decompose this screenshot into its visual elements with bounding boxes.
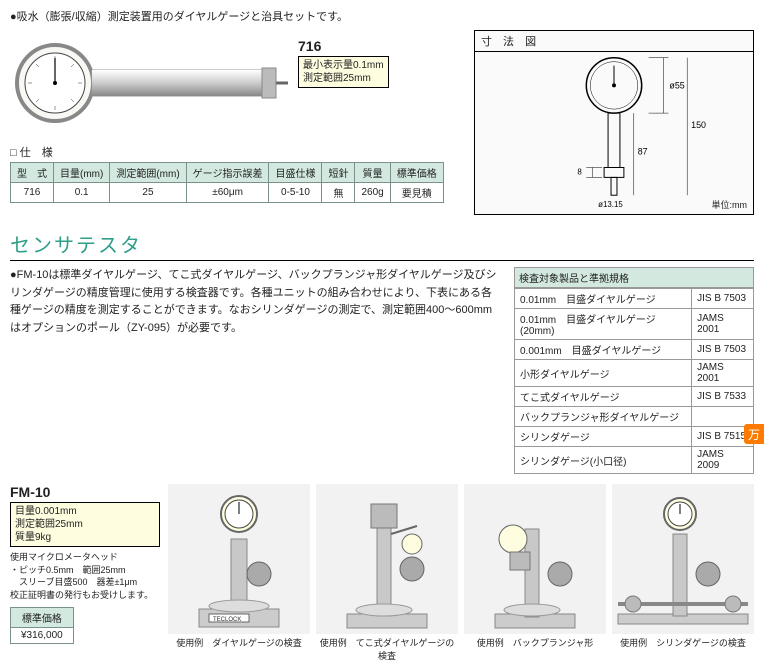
dimension-unit-label: 単位:mm bbox=[712, 198, 748, 211]
standards-cell: JAMS 2001 bbox=[692, 360, 754, 387]
standards-cell: JAMS 2001 bbox=[692, 309, 754, 340]
section2-text: ●FM-10は標準ダイヤルゲージ、てこ式ダイヤルゲージ、バックプランジャ形ダイヤ… bbox=[10, 267, 500, 474]
top-row: 716 最小表示量0.1mm 測定範囲25mm □ 仕 様 型 式 目量(mm)… bbox=[10, 30, 754, 215]
fm10-note-line: 使用マイクロメータヘッド bbox=[10, 551, 160, 564]
spec-td: 25 bbox=[110, 183, 186, 203]
usage-illustration: TECLOCK bbox=[168, 484, 310, 634]
standards-table: 0.01mm 目盛ダイヤルゲージJIS B 75030.01mm 目盛ダイヤルゲ… bbox=[514, 288, 754, 474]
fm10-row: FM-10 目量0.001mm 測定範囲25mm 質量9kg 使用マイクロメータ… bbox=[10, 484, 754, 662]
dim-dial-h: ø55 bbox=[669, 80, 684, 90]
usage-illustration bbox=[612, 484, 754, 634]
usage-illustration bbox=[316, 484, 458, 634]
spec-td: 要見積 bbox=[390, 183, 443, 203]
standards-row: バックプランジャ形ダイヤルゲージ bbox=[515, 407, 754, 427]
spec-th: 測定範囲(mm) bbox=[110, 163, 186, 183]
info-line: 測定範囲25mm bbox=[303, 72, 384, 85]
section-title-sensatesta: センサテスタ bbox=[10, 229, 754, 261]
spec-th: 型 式 bbox=[11, 163, 54, 183]
spec-td: ±60μm bbox=[186, 183, 269, 203]
usage-illustration bbox=[464, 484, 606, 634]
spec-td: 無 bbox=[322, 183, 355, 203]
spec-td: 0.1 bbox=[54, 183, 110, 203]
top-description: ●吸水（膨張/収縮）測定装置用のダイヤルゲージと治具セットです。 bbox=[10, 8, 754, 24]
spec-th: 目量(mm) bbox=[54, 163, 110, 183]
usage-caption: 使用例 てこ式ダイヤルゲージの検査 bbox=[316, 636, 458, 662]
standards-row: 小形ダイヤルゲージJAMS 2001 bbox=[515, 360, 754, 387]
section2-paragraph: ●FM-10は標準ダイヤルゲージ、てこ式ダイヤルゲージ、バックプランジャ形ダイヤ… bbox=[10, 267, 500, 337]
fm10-info-line: 測定範囲25mm bbox=[15, 518, 155, 531]
dimension-figure-header: 寸 法 図 bbox=[474, 30, 754, 52]
dim-total-h: 87 bbox=[638, 147, 648, 157]
dial-gauge-illustration bbox=[10, 38, 290, 128]
standards-cell: JAMS 2009 bbox=[692, 447, 754, 474]
standards-row: てこ式ダイヤルゲージJIS B 7533 bbox=[515, 387, 754, 407]
info-line: 最小表示量0.1mm bbox=[303, 59, 384, 72]
standards-cell: 0.01mm 目盛ダイヤルゲージ bbox=[515, 289, 692, 309]
standards-row: シリンダゲージ(小口径)JAMS 2009 bbox=[515, 447, 754, 474]
spec-td: 0-5-10 bbox=[269, 183, 322, 203]
fm10-note-line: ・ピッチ0.5mm 範囲25mm bbox=[10, 564, 160, 577]
fm10-info-line: 質量9kg bbox=[15, 531, 155, 544]
standards-cell: JIS B 7533 bbox=[692, 387, 754, 407]
standards-cell: JIS B 7503 bbox=[692, 289, 754, 309]
fm10-left-column: FM-10 目量0.001mm 測定範囲25mm 質量9kg 使用マイクロメータ… bbox=[10, 484, 160, 644]
usage-column: 使用例 バックプランジャ形 bbox=[464, 484, 606, 662]
standards-cell: 0.001mm 目盛ダイヤルゲージ bbox=[515, 340, 692, 360]
product-info-box: 最小表示量0.1mm 測定範囲25mm bbox=[298, 56, 389, 88]
dimension-drawing: ø55 150 87 8 ø13.15 bbox=[475, 31, 753, 214]
svg-text:TECLOCK: TECLOCK bbox=[213, 617, 241, 623]
spec-th: 目盛仕様 bbox=[269, 163, 322, 183]
spec-header-row: 型 式 目量(mm) 測定範囲(mm) ゲージ指示誤差 目盛仕様 短針 質量 標… bbox=[11, 163, 444, 183]
fm10-code: FM-10 bbox=[10, 484, 160, 500]
side-tag: 万 bbox=[744, 424, 764, 444]
price-value: ¥316,000 bbox=[11, 628, 74, 644]
standards-cell bbox=[692, 407, 754, 427]
usage-column: 使用例 てこ式ダイヤルゲージの検査 bbox=[316, 484, 458, 662]
product-number: 716 bbox=[298, 38, 389, 54]
spec-td: 260g bbox=[355, 183, 390, 203]
usage-caption: 使用例 バックプランジャ形 bbox=[477, 636, 594, 649]
product-image-area: 716 最小表示量0.1mm 測定範囲25mm bbox=[10, 38, 464, 128]
product-code-block: 716 最小表示量0.1mm 測定範囲25mm bbox=[298, 38, 389, 88]
spec-table: 型 式 目量(mm) 測定範囲(mm) ゲージ指示誤差 目盛仕様 短針 質量 標… bbox=[10, 162, 444, 203]
standards-title: 検査対象製品と準拠規格 bbox=[514, 267, 754, 288]
spec-data-row: 716 0.1 25 ±60μm 0-5-10 無 260g 要見積 bbox=[11, 183, 444, 203]
standards-cell: バックプランジャ形ダイヤルゲージ bbox=[515, 407, 692, 427]
section2-row: ●FM-10は標準ダイヤルゲージ、てこ式ダイヤルゲージ、バックプランジャ形ダイヤ… bbox=[10, 267, 754, 474]
spec-td: 716 bbox=[11, 183, 54, 203]
usage-column: TECLOCK 使用例 ダイヤルゲージの検査 bbox=[168, 484, 310, 662]
standards-row: 0.01mm 目盛ダイヤルゲージJIS B 7503 bbox=[515, 289, 754, 309]
usage-caption: 使用例 シリンダゲージの検査 bbox=[620, 636, 746, 649]
standards-cell: 0.01mm 目盛ダイヤルゲージ(20mm) bbox=[515, 309, 692, 340]
spec-th: ゲージ指示誤差 bbox=[186, 163, 269, 183]
fm10-info-box: 目量0.001mm 測定範囲25mm 質量9kg bbox=[10, 502, 160, 547]
standards-cell: シリンダゲージ bbox=[515, 427, 692, 447]
usage-column: 使用例 シリンダゲージの検査 bbox=[612, 484, 754, 662]
standards-cell: てこ式ダイヤルゲージ bbox=[515, 387, 692, 407]
fm10-note-line: スリーブ目盛500 器差±1μm bbox=[10, 576, 160, 589]
top-left-column: 716 最小表示量0.1mm 測定範囲25mm □ 仕 様 型 式 目量(mm)… bbox=[10, 30, 464, 215]
spec-th: 質量 bbox=[355, 163, 390, 183]
standards-cell: JIS B 7503 bbox=[692, 340, 754, 360]
spec-th: 標準価格 bbox=[390, 163, 443, 183]
standards-cell: シリンダゲージ(小口径) bbox=[515, 447, 692, 474]
standards-row: 0.01mm 目盛ダイヤルゲージ(20mm)JAMS 2001 bbox=[515, 309, 754, 340]
dimension-figure: 寸 法 図 ø55 150 87 8 ø13.15 単位:m bbox=[474, 30, 754, 215]
dim-side: 150 bbox=[691, 120, 706, 130]
price-header: 標準価格 bbox=[11, 608, 74, 628]
usage-caption: 使用例 ダイヤルゲージの検査 bbox=[176, 636, 302, 649]
fm10-info-line: 目量0.001mm bbox=[15, 505, 155, 518]
price-table: 標準価格 ¥316,000 bbox=[10, 607, 74, 644]
standards-row: シリンダゲージJIS B 7515 bbox=[515, 427, 754, 447]
usage-images-row: TECLOCK 使用例 ダイヤルゲージの検査 使用例 てこ式ダイヤルゲージの検査… bbox=[168, 484, 754, 662]
standards-block: 検査対象製品と準拠規格 0.01mm 目盛ダイヤルゲージJIS B 75030.… bbox=[514, 267, 754, 474]
standards-cell: 小形ダイヤルゲージ bbox=[515, 360, 692, 387]
spec-th: 短針 bbox=[322, 163, 355, 183]
standards-row: 0.001mm 目盛ダイヤルゲージJIS B 7503 bbox=[515, 340, 754, 360]
spec-label: □ 仕 様 bbox=[10, 144, 464, 160]
fm10-note-line: 校正証明書の発行もお受けします。 bbox=[10, 589, 160, 602]
dim-offset: 8 bbox=[577, 167, 582, 176]
dim-bottom: ø13.15 bbox=[598, 200, 623, 209]
